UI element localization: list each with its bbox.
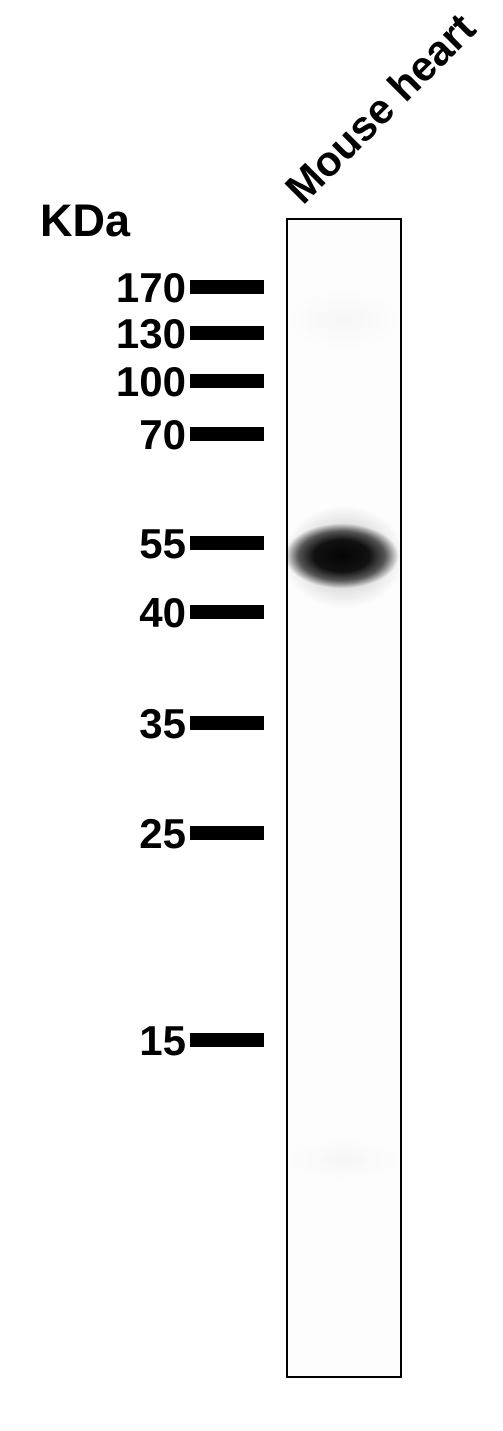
axis-label-kda: KDa bbox=[40, 195, 130, 247]
blot-lane bbox=[286, 218, 402, 1378]
marker-tick-15 bbox=[190, 1033, 264, 1047]
marker-tick-70 bbox=[190, 427, 264, 441]
marker-100: 100 bbox=[96, 358, 186, 406]
marker-15: 15 bbox=[120, 1017, 186, 1065]
marker-170: 170 bbox=[96, 264, 186, 312]
marker-tick-25 bbox=[190, 826, 264, 840]
lane-label-mouse-heart: Mouse heart bbox=[276, 4, 485, 213]
marker-55: 55 bbox=[120, 520, 186, 568]
band-core bbox=[288, 520, 400, 592]
marker-tick-170 bbox=[190, 280, 264, 294]
marker-25: 25 bbox=[120, 810, 186, 858]
marker-tick-130 bbox=[190, 326, 264, 340]
marker-tick-40 bbox=[190, 605, 264, 619]
marker-tick-35 bbox=[190, 716, 264, 730]
marker-40: 40 bbox=[120, 589, 186, 637]
lane-noise bbox=[288, 290, 400, 350]
marker-tick-100 bbox=[190, 374, 264, 388]
lane-noise bbox=[288, 1140, 400, 1180]
marker-tick-55 bbox=[190, 536, 264, 550]
marker-70: 70 bbox=[120, 411, 186, 459]
marker-130: 130 bbox=[96, 310, 186, 358]
marker-35: 35 bbox=[120, 700, 186, 748]
